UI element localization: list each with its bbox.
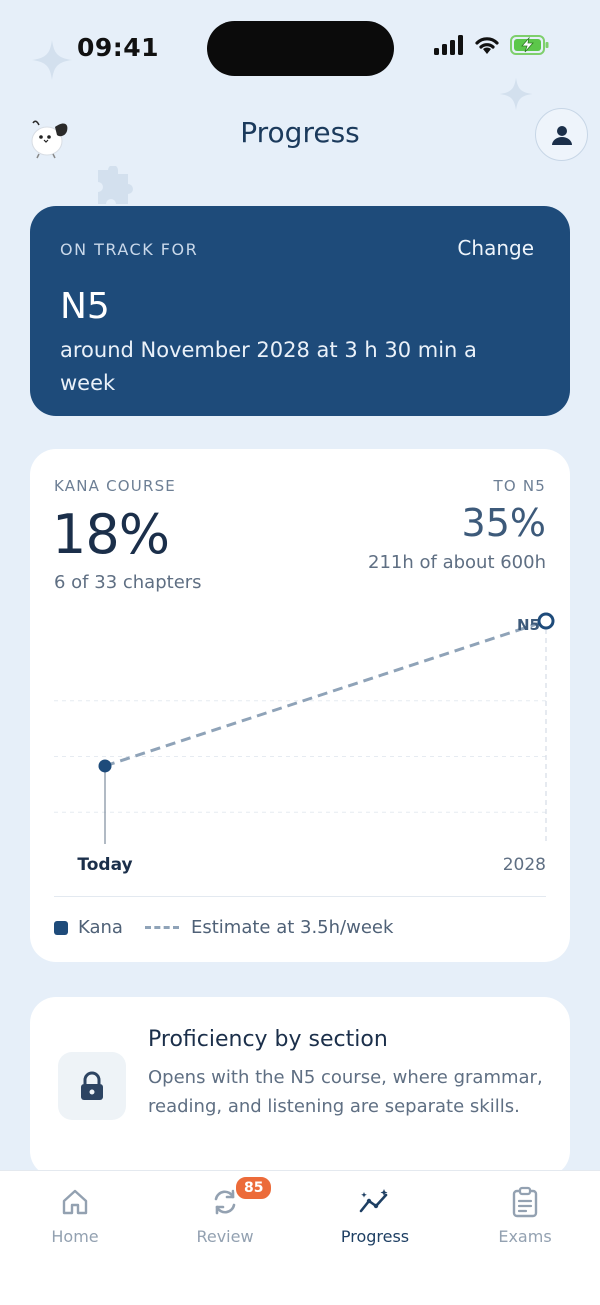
legend-estimate-label: Estimate at 3.5h/week: [190, 917, 394, 938]
change-button[interactable]: Change: [457, 236, 534, 260]
progress-card: KANA COURSE 18% 6 of 33 chapters TO N5 3…: [30, 449, 570, 962]
track-description: around November 2028 at 3 h 30 min a wee…: [60, 338, 477, 395]
kana-course-eyebrow: KANA COURSE: [54, 477, 176, 495]
tab-home[interactable]: Home: [0, 1185, 150, 1246]
status-bar: 09:41: [0, 0, 600, 100]
kana-course-percent: 18%: [52, 503, 170, 566]
kana-course-chapters: 6 of 33 chapters: [54, 572, 202, 593]
on-track-card: ON TRACK FOR Change N5 around November 2…: [30, 206, 570, 416]
progress-trend-icon: [359, 1189, 388, 1213]
page-title: Progress: [240, 116, 360, 149]
lock-badge: [58, 1052, 126, 1120]
home-icon: [62, 1189, 88, 1215]
estimate-line: [104, 619, 547, 768]
tab-review[interactable]: 85 Review: [150, 1175, 300, 1246]
proficiency-card[interactable]: Proficiency by section Opens with the N5…: [30, 997, 570, 1177]
to-n5-hours: 211h of about 600h: [368, 552, 546, 573]
review-count-badge: 85: [234, 1175, 274, 1201]
target-label: N5: [517, 616, 540, 634]
status-time: 09:41: [77, 33, 160, 62]
signal-icon: [434, 35, 463, 55]
user-icon: [551, 125, 572, 145]
to-n5-percent: 35%: [461, 501, 546, 545]
proficiency-title: Proficiency by section: [148, 1027, 388, 1052]
to-n5-eyebrow: TO N5: [493, 477, 546, 495]
tab-bar: Home 85 Review Progress: [0, 1170, 600, 1305]
sparkle-decoration-icon: [499, 77, 533, 111]
clipboard-icon: [512, 1186, 538, 1218]
profile-button[interactable]: [535, 108, 588, 161]
tab-progress-label: Progress: [340, 1227, 410, 1246]
dynamic-island: [207, 21, 394, 76]
legend-divider: [54, 896, 546, 897]
puzzle-decoration-icon: [98, 166, 133, 204]
tab-exams[interactable]: Exams: [450, 1185, 600, 1246]
target-point: [537, 612, 555, 630]
lock-icon: [81, 1071, 103, 1100]
review-refresh-icon: [214, 1189, 236, 1215]
tab-progress[interactable]: Progress: [300, 1185, 450, 1246]
sparkle-decoration-icon: [32, 40, 72, 80]
proficiency-description: Opens with the N5 course, where grammar,…: [148, 1067, 543, 1117]
tab-home-label: Home: [51, 1227, 99, 1246]
legend-estimate-swatch: [144, 926, 179, 929]
status-icons: [434, 35, 550, 55]
x-label-today: Today: [77, 855, 132, 875]
tab-exams-label: Exams: [498, 1227, 552, 1246]
mascot-bird-icon[interactable]: [25, 113, 73, 161]
header: Progress: [0, 100, 600, 170]
battery-charging-icon: [510, 35, 549, 55]
x-label-end: 2028: [503, 855, 546, 875]
legend-kana-label: Kana: [78, 917, 123, 938]
track-eyebrow: ON TRACK FOR: [60, 240, 199, 259]
track-level: N5: [60, 286, 110, 327]
wifi-icon: [475, 37, 499, 54]
progress-chart: N5 Today 2028: [54, 612, 555, 875]
chart-legend: Kana Estimate at 3.5h/week: [54, 917, 393, 938]
kana-point: [98, 759, 112, 773]
tab-review-label: Review: [196, 1227, 254, 1246]
legend-kana-swatch: [54, 920, 68, 935]
